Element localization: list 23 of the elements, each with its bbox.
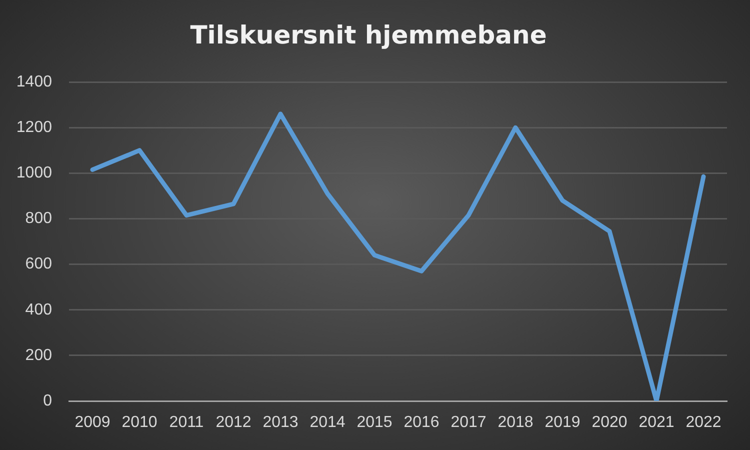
x-tick-label: 2020 <box>592 414 628 432</box>
y-tick-label: 1200 <box>16 118 52 136</box>
x-tick-label: 2016 <box>404 414 440 432</box>
x-tick-label: 2012 <box>216 414 252 432</box>
x-tick-label: 2019 <box>544 414 580 432</box>
x-tick-label: 2010 <box>122 414 158 432</box>
y-tick-label: 600 <box>25 256 52 273</box>
y-tick-label: 800 <box>25 210 52 228</box>
x-tick-label: 2009 <box>74 414 110 432</box>
x-tick-label: 2014 <box>310 414 346 432</box>
chart-title: Tilskuersnit hjemmebane <box>190 20 547 50</box>
x-tick-label: 2015 <box>356 414 392 432</box>
x-tick-label: 2022 <box>686 414 722 432</box>
x-tick-label: 2021 <box>638 414 674 432</box>
x-tick-label: 2013 <box>262 414 298 432</box>
x-tick-label: 2017 <box>450 414 486 432</box>
x-tick-label: 2011 <box>169 414 204 432</box>
x-tick-label: 2018 <box>498 414 534 432</box>
y-tick-label: 0 <box>43 392 52 410</box>
y-tick-label: 1000 <box>16 164 52 182</box>
y-tick-label: 200 <box>25 346 52 364</box>
y-tick-label: 1400 <box>16 73 52 90</box>
y-tick-label: 400 <box>25 301 52 318</box>
